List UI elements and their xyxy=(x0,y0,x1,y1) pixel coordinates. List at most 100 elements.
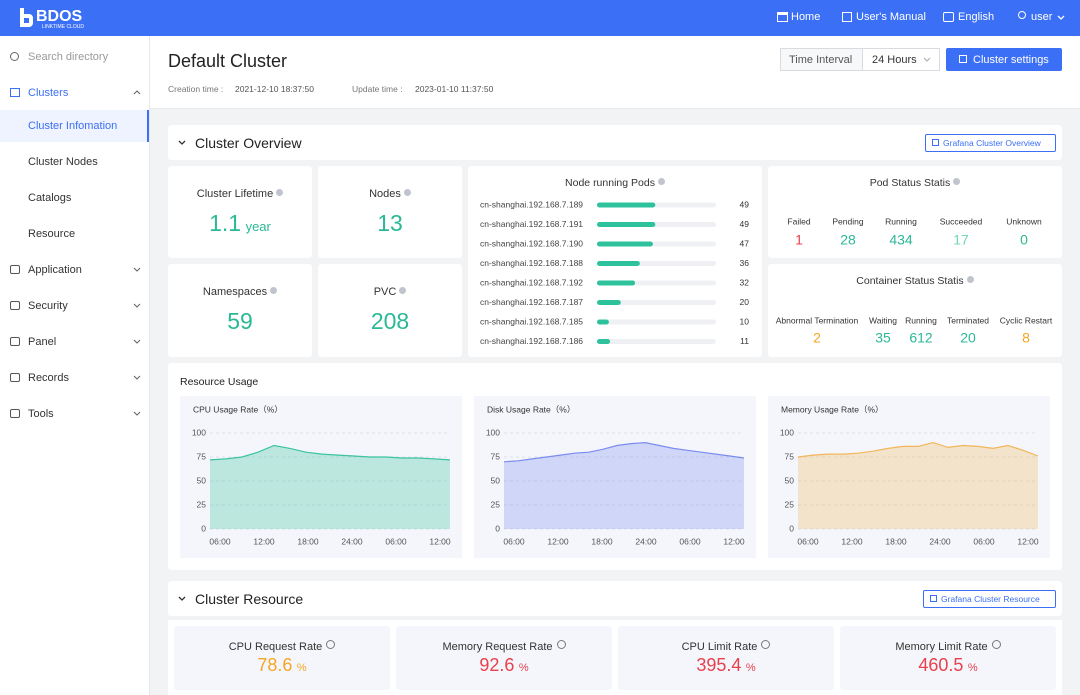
chart-bg xyxy=(180,396,462,558)
stat-card: Nodes 13 xyxy=(318,166,462,258)
stat-label-text: Nodes xyxy=(369,188,401,200)
resource-value: 395.4 % xyxy=(618,656,834,675)
submenu-item[interactable]: Resource xyxy=(28,228,76,240)
link-icon xyxy=(959,55,967,63)
resource-value: 460.5 % xyxy=(840,656,1056,675)
stat-label-text: PVC xyxy=(373,286,397,298)
menu-chevron xyxy=(133,303,141,308)
info-icon xyxy=(403,189,411,196)
menu-icon xyxy=(10,409,20,418)
user-icon xyxy=(1018,11,1026,19)
user-chevron xyxy=(1057,15,1065,20)
menu-icon xyxy=(10,301,20,310)
stat-label: Namespaces xyxy=(168,287,312,298)
stat-label-text: Namespaces xyxy=(202,286,268,298)
update-label: Update time : xyxy=(352,84,403,94)
interval-label-box xyxy=(780,48,863,71)
menu-icon xyxy=(10,265,20,274)
info-icon xyxy=(657,178,665,185)
info-icon xyxy=(270,287,278,294)
nav-home[interactable]: Home xyxy=(791,11,821,23)
menu-item[interactable]: Security xyxy=(28,300,68,312)
card-title: Node running Pods xyxy=(468,178,762,189)
nav-user[interactable]: user xyxy=(1031,11,1053,23)
grafana-link-label[interactable]: Grafana Cluster Overview xyxy=(943,138,1041,148)
resource-number: 460.5 xyxy=(918,655,964,675)
link-icon xyxy=(932,139,939,146)
info-icon xyxy=(276,189,284,196)
creation-time: 2021-12-10 18:37:50 xyxy=(235,84,314,94)
chevron-line xyxy=(133,303,141,308)
grafana-link[interactable] xyxy=(925,134,1056,152)
section-title: Cluster Resource xyxy=(195,591,304,607)
submenu-item[interactable]: Cluster Infomation xyxy=(28,120,118,132)
stat-unit: year xyxy=(245,219,271,234)
resource-label: CPU Request Rate xyxy=(174,640,390,653)
stat-number: 13 xyxy=(377,210,403,236)
info-icon xyxy=(326,640,336,649)
info-icon xyxy=(991,640,1001,649)
menu-chevron xyxy=(133,267,141,272)
chevron-line xyxy=(133,267,141,272)
nav-manual[interactable]: User's Manual xyxy=(856,11,926,23)
card-title: Container Status Statis xyxy=(768,276,1062,287)
resource-label: CPU Limit Rate xyxy=(618,640,834,653)
card-title: Pod Status Statis xyxy=(768,178,1062,189)
interval-select[interactable] xyxy=(863,48,940,71)
menu-item[interactable]: Application xyxy=(28,264,82,276)
home-icon xyxy=(777,12,788,22)
menu-icon xyxy=(10,88,20,97)
nav-language[interactable]: English xyxy=(958,11,995,23)
resource-unit: % xyxy=(745,662,756,674)
chart-bg xyxy=(474,396,756,558)
settings-label[interactable]: Cluster settings xyxy=(973,54,1049,66)
menu-item[interactable]: Records xyxy=(28,372,69,384)
resource-number: 78.6 xyxy=(257,655,293,675)
info-icon xyxy=(556,640,566,649)
interval-value[interactable]: 24 Hours xyxy=(872,54,917,66)
stat-label: Nodes xyxy=(318,189,462,200)
resource-usage-card: Resource Usage xyxy=(168,363,1062,570)
resource-label-text: Memory Request Rate xyxy=(442,641,553,653)
card-title-text: Node running Pods xyxy=(565,177,655,189)
resource-number: 92.6 xyxy=(479,655,515,675)
info-icon xyxy=(399,287,407,294)
stat-value: 1.1 year xyxy=(168,212,312,235)
chevron-line xyxy=(133,339,141,344)
resource-label-text: CPU Request Rate xyxy=(228,641,323,653)
chevron-line xyxy=(133,411,141,416)
menu-item[interactable]: Panel xyxy=(28,336,57,348)
grafana-link-label[interactable]: Grafana Cluster Resource xyxy=(941,594,1040,604)
language-icon xyxy=(943,12,954,22)
chevron-line xyxy=(133,375,141,380)
resource-value: 92.6 % xyxy=(396,656,612,675)
settings-button[interactable] xyxy=(946,48,1062,71)
menu-item[interactable]: Clusters xyxy=(28,87,69,99)
resource-item: CPU Limit Rate 395.4 % xyxy=(618,626,834,690)
resource-label-text: Memory Limit Rate xyxy=(895,641,988,653)
update-time: 2023-01-10 11:37:50 xyxy=(415,84,494,94)
card-title-text: Container Status Statis xyxy=(856,275,964,287)
grafana-link[interactable] xyxy=(923,590,1056,608)
collapse-chevron[interactable] xyxy=(178,139,186,147)
selected-item-bg xyxy=(0,110,149,142)
collapse-chevron[interactable] xyxy=(178,595,186,603)
submenu-item[interactable]: Cluster Nodes xyxy=(28,156,98,168)
pod-status-card: Pod Status Statis xyxy=(768,166,1062,258)
stat-number: 59 xyxy=(227,308,253,334)
menu-icon xyxy=(10,373,20,382)
section-title: Cluster Overview xyxy=(195,135,302,151)
stat-card: PVC 208 xyxy=(318,264,462,357)
resource-item: Memory Request Rate 92.6 % xyxy=(396,626,612,690)
resource-number: 395.4 xyxy=(696,655,742,675)
page-header: Default Cluster Creation time : 2021-12-… xyxy=(150,36,1080,109)
logo-text: BDOS xyxy=(36,8,83,25)
submenu-item[interactable]: Catalogs xyxy=(28,192,72,204)
chart-bg xyxy=(768,396,1050,558)
menu-chevron xyxy=(133,90,141,95)
search-input[interactable]: Search directory xyxy=(28,51,109,63)
menu-item[interactable]: Tools xyxy=(28,408,54,420)
stat-card: Cluster Lifetime 1.1 year xyxy=(168,166,312,258)
container-status-card: Container Status Statis xyxy=(768,264,1062,357)
card-title-text: Pod Status Statis xyxy=(869,177,951,189)
